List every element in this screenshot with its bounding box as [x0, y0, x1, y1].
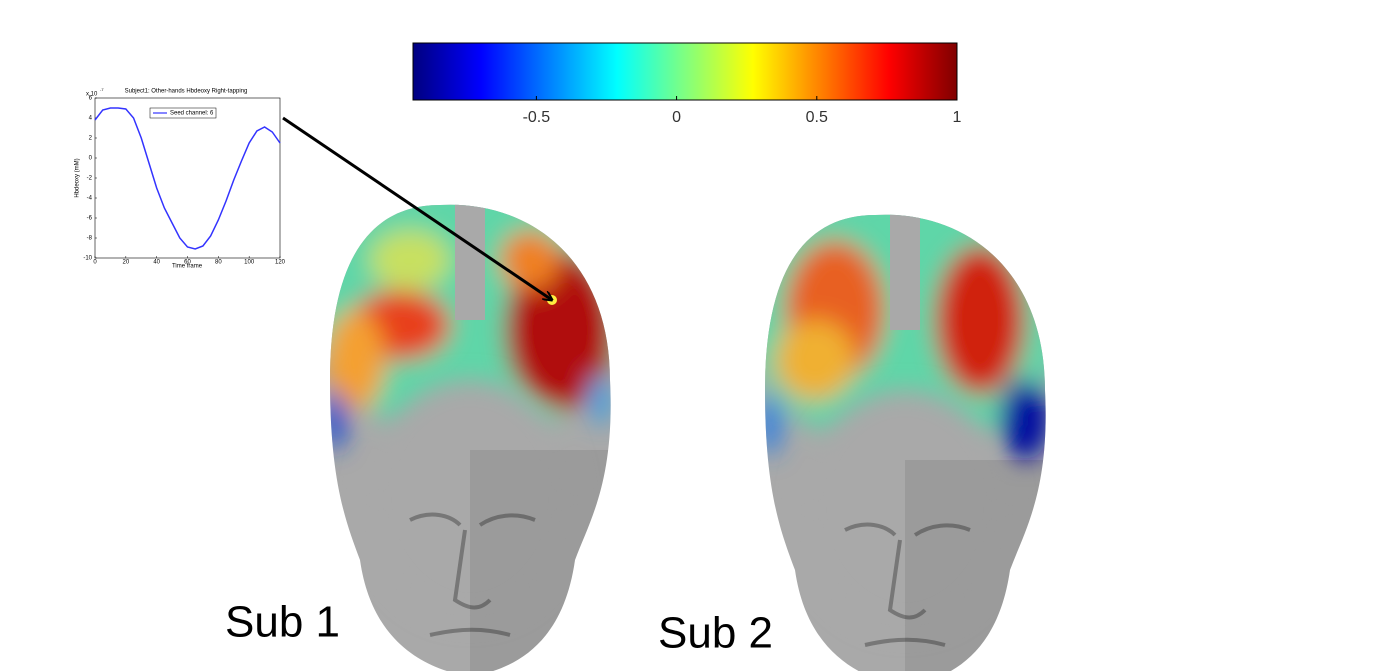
y-tick-label: -4 — [87, 196, 93, 202]
colorbar-tick-label: 1 — [953, 109, 962, 126]
subject-label: Sub 1 — [225, 598, 340, 647]
colorbar: -0.5 0 0.5 1 — [413, 43, 962, 126]
colorbar-tick-label: 0 — [672, 109, 681, 126]
chart-title: Subject1: Other-hands Hbdeoxy Right-tapp… — [125, 89, 248, 95]
plot-frame — [95, 98, 280, 258]
x-tick-label: 20 — [122, 260, 129, 266]
colorbar-tick-label: 0.5 — [806, 109, 828, 126]
x-tick-label: 80 — [215, 260, 222, 266]
y-tick-label: -10 — [83, 256, 92, 262]
y-tick-label: -8 — [87, 236, 93, 242]
y-tick-label: -2 — [87, 176, 93, 182]
colorbar-tick-label: -0.5 — [523, 109, 551, 126]
y-multiplier-exponent: -7 — [100, 87, 104, 92]
colorbar-gradient — [413, 43, 957, 100]
head-sub-2 — [745, 190, 1065, 671]
x-tick-label: 60 — [184, 260, 191, 266]
y-tick-label: 2 — [89, 136, 93, 142]
x-tick-label: 120 — [275, 260, 286, 266]
y-tick-label: 0 — [89, 156, 93, 162]
x-tick-label: 0 — [93, 260, 97, 266]
y-tick-label: 4 — [89, 116, 93, 122]
head-sub-1 — [310, 180, 630, 671]
subject-label: Sub 2 — [658, 609, 773, 658]
inset-chart: Subject1: Other-hands Hbdeoxy Right-tapp… — [75, 87, 286, 270]
legend-label: Seed channel: 6 — [170, 111, 214, 117]
y-axis-label: Hbdeoxy (mM) — [75, 158, 81, 197]
figure: Sub 1 Sub 2 Subject1: Other-hands Hbdeox… — [0, 0, 1399, 671]
y-tick-label: -6 — [87, 216, 93, 222]
x-tick-label: 40 — [153, 260, 160, 266]
x-tick-label: 100 — [244, 260, 255, 266]
